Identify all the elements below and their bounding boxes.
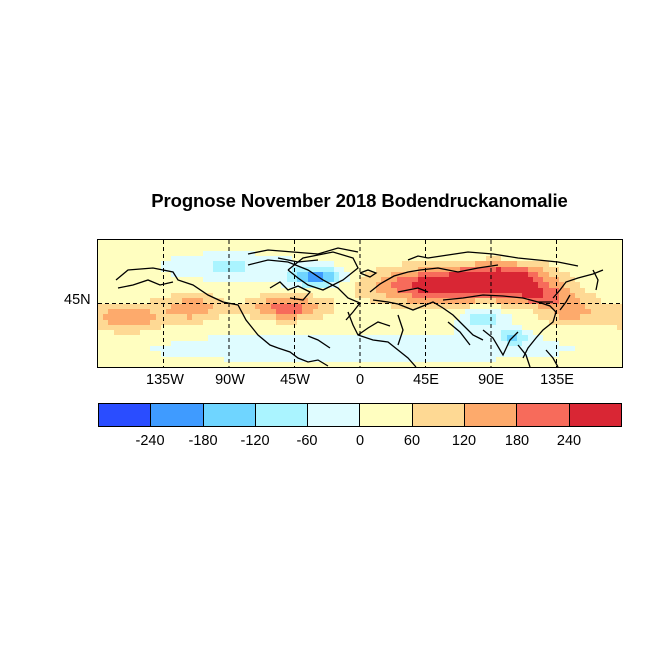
colorbar-box [569,404,621,426]
colorbar-box [360,404,413,426]
colorbar-tick-label: -240 [135,433,165,449]
y-tick-label-45n: 45N [64,292,91,308]
colorbar-box [255,404,309,426]
colorbar-box [203,404,256,426]
colorbar-tick-label: 120 [451,433,477,449]
x-tick-label: 0 [355,372,365,388]
map-panel [98,240,622,367]
chart-title: Prognose November 2018 Bodendruckanomali… [151,190,568,211]
colorbar-box [412,404,466,426]
colorbar-box [308,404,361,426]
x-tick-label: 135W [146,372,184,388]
colorbar-tick-label: -60 [296,433,318,449]
colorbar-box [99,404,152,426]
colorbar-box [151,404,204,426]
colorbar-box [517,404,570,426]
coastlines [115,247,604,367]
graticule [98,240,622,367]
colorbar-box [465,404,518,426]
colorbar-tick-label: -120 [240,433,270,449]
colorbar [98,403,622,427]
coastlines-overlay [98,240,622,367]
x-tick-label: 90E [478,372,504,388]
colorbar-tick-label: 240 [556,433,582,449]
colorbar-tick-label: 0 [355,433,365,449]
colorbar-tick-label: 180 [504,433,530,449]
x-tick-label: 90W [215,372,245,388]
x-tick-label: 45W [280,372,310,388]
x-tick-label: 45E [413,372,439,388]
anomaly-heatmap [98,240,622,367]
colorbar-tick-label: -180 [188,433,218,449]
x-tick-label: 135E [540,372,574,388]
colorbar-tick-label: 60 [403,433,421,449]
